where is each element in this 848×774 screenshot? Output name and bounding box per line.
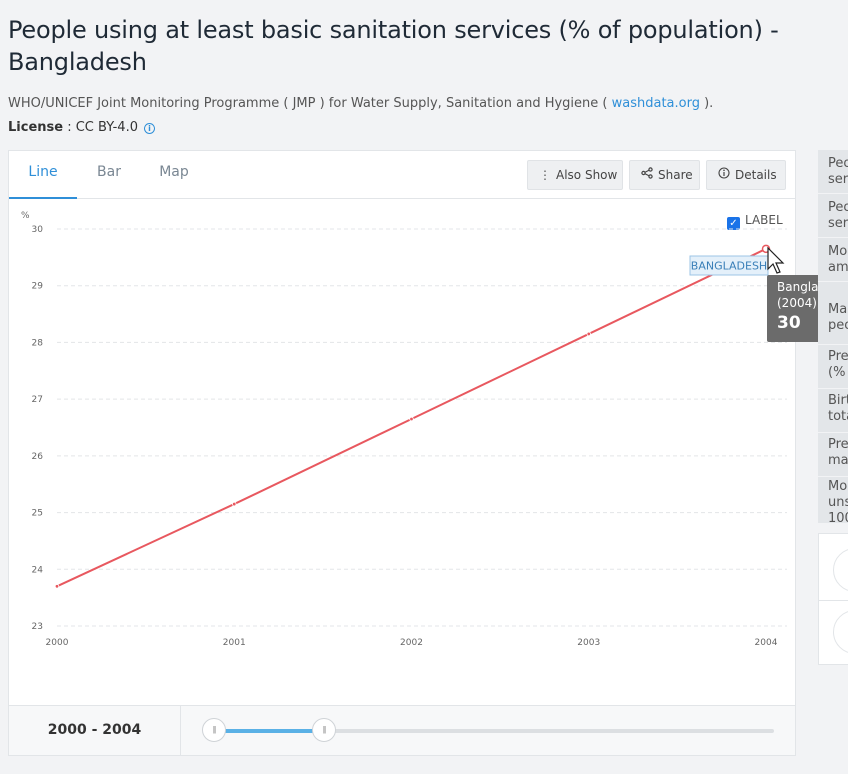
- x-tick-label: 2002: [400, 638, 423, 648]
- chart-grid: [57, 228, 787, 627]
- sidebar-item[interactable]: Peoserv: [818, 150, 848, 194]
- info-icon[interactable]: i: [143, 123, 155, 134]
- share-label: Share: [658, 168, 693, 182]
- x-tick-label: 2001: [223, 638, 246, 648]
- source-link[interactable]: washdata.org: [611, 96, 700, 111]
- license-label: License: [8, 120, 64, 135]
- sidebar-item[interactable]: Pre(% o: [818, 345, 848, 389]
- source-text: WHO/UNICEF Joint Monitoring Programme ( …: [8, 96, 612, 111]
- chart-card: Line Bar Map ⋮ Also Show Share Details ✓ L…: [8, 150, 796, 756]
- also-show-button[interactable]: ⋮ Also Show: [527, 160, 623, 190]
- license-value: : CC BY-4.0: [63, 120, 138, 135]
- page-title: People using at least basic sanitation s…: [8, 16, 779, 76]
- slider-handle-start[interactable]: [202, 718, 226, 742]
- y-tick-label: 23: [32, 622, 43, 632]
- more-vertical-icon: ⋮: [539, 168, 551, 182]
- y-tick-label: 29: [32, 282, 44, 292]
- tooltip-year: (2004): [777, 296, 817, 310]
- y-tick-label: 30: [32, 225, 44, 235]
- y-axis-ticks: 23 24 25 26 27 28 29 30: [32, 225, 44, 632]
- range-start: 2000: [47, 722, 87, 738]
- series-group: [54, 244, 771, 589]
- chart-tabs: Line Bar Map ⋮ Also Show Share Details: [9, 151, 795, 199]
- tab-map[interactable]: Map: [159, 164, 189, 180]
- sidebar-item[interactable]: Mouns100: [818, 477, 848, 524]
- y-tick-label: 26: [32, 452, 44, 462]
- info-circle-icon: [717, 161, 731, 189]
- label-toggle-text: LABEL: [745, 213, 783, 227]
- also-show-label: Also Show: [556, 168, 618, 182]
- sidebar-item[interactable]: Birttota: [818, 389, 848, 433]
- tab-line[interactable]: Line: [9, 151, 77, 199]
- range-end: 2004: [102, 722, 142, 738]
- data-point[interactable]: [232, 501, 237, 507]
- x-axis-ticks: 2000 2001 2002 2003 2004: [46, 638, 778, 648]
- y-tick-label: 28: [32, 338, 44, 348]
- license-line: License : CC BY-4.0 i: [8, 120, 155, 135]
- series-label: BANGLADESH: [691, 260, 767, 273]
- source-end: ).: [699, 96, 714, 111]
- source-line: WHO/UNICEF Joint Monitoring Programme ( …: [8, 96, 713, 111]
- side-card: [818, 533, 848, 665]
- range-sep: -: [86, 722, 103, 738]
- side-action-button[interactable]: [833, 548, 848, 592]
- data-point[interactable]: [54, 584, 60, 589]
- x-tick-label: 2003: [577, 638, 600, 648]
- sidebar-item[interactable]: Mo am: [818, 238, 848, 282]
- slider-handle-end[interactable]: [312, 718, 336, 742]
- sidebar-item[interactable]: Mapeo: [818, 282, 848, 345]
- data-point[interactable]: [409, 416, 414, 422]
- y-tick-label: 27: [32, 395, 43, 405]
- mouse-cursor-icon: [767, 247, 785, 274]
- sidebar-item[interactable]: Peoserv: [818, 194, 848, 238]
- data-point[interactable]: [586, 331, 591, 337]
- slider-fill: [214, 729, 319, 733]
- tooltip-value: 30: [777, 313, 801, 333]
- checkbox-checked-icon[interactable]: ✓: [727, 217, 740, 230]
- series-label-box: BANGLADESH: [689, 255, 769, 276]
- x-tick-label: 2004: [755, 638, 778, 648]
- sidebar-item[interactable]: Pre ma: [818, 433, 848, 477]
- label-toggle[interactable]: ✓ LABEL: [727, 213, 783, 230]
- y-tick-label: 24: [32, 565, 44, 575]
- x-tick-label: 2000: [46, 638, 69, 648]
- y-tick-label: 25: [32, 509, 43, 519]
- side-action-button[interactable]: [833, 610, 848, 654]
- tab-bar[interactable]: Bar: [97, 164, 121, 180]
- share-icon: [640, 161, 654, 189]
- details-label: Details: [735, 168, 777, 182]
- slider-track[interactable]: [214, 729, 774, 733]
- share-button[interactable]: Share: [629, 160, 700, 190]
- time-slider: 2000 - 2004: [9, 705, 795, 755]
- range-label: 2000 - 2004: [9, 706, 181, 755]
- details-button[interactable]: Details: [706, 160, 786, 190]
- y-axis-label: %: [21, 211, 30, 221]
